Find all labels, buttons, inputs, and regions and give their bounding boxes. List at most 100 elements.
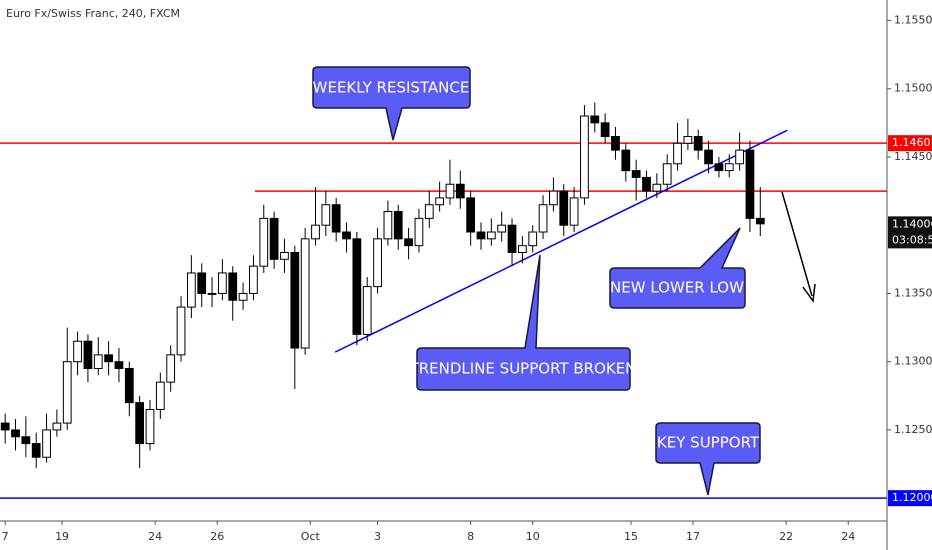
x-tick-label: 10 xyxy=(526,530,540,543)
chart-title: Euro Fx/Swiss Franc, 240, FXCM xyxy=(6,7,180,20)
x-tick-label: 8 xyxy=(467,530,474,543)
candle-body xyxy=(104,354,113,363)
candle-body xyxy=(414,217,424,247)
callout: WEEKLY RESISTANCE xyxy=(312,66,471,141)
candle-body xyxy=(642,176,651,192)
candle-body xyxy=(218,272,227,294)
candle-body xyxy=(673,142,682,165)
candle-body xyxy=(631,170,641,178)
candle-body xyxy=(538,204,548,233)
callout-text: KEY SUPPORT xyxy=(657,434,760,452)
candle-body xyxy=(135,402,145,445)
candle-body xyxy=(145,408,155,445)
candle-body xyxy=(21,436,31,445)
candle-body xyxy=(611,135,620,151)
trendline xyxy=(334,129,788,353)
candle-body xyxy=(704,149,713,165)
candle-body xyxy=(42,429,51,458)
candle-body xyxy=(528,231,538,247)
callout-text: TRENDLINE SUPPORT BROKEN xyxy=(409,360,637,378)
candle-body xyxy=(569,197,579,226)
candle-body xyxy=(62,361,72,424)
x-tick-label: 26 xyxy=(210,530,224,543)
candle-body xyxy=(497,224,507,233)
candle-body xyxy=(373,238,382,288)
candle-body xyxy=(321,204,331,226)
candle-body xyxy=(11,429,20,438)
x-tick-label: 24 xyxy=(841,530,855,543)
callout: KEY SUPPORT xyxy=(655,422,761,496)
candle-body xyxy=(466,197,476,233)
candle-body xyxy=(445,183,455,199)
candle-body xyxy=(424,204,434,219)
y-tick-label: 1.12500 xyxy=(894,423,932,436)
x-tick-label: 19 xyxy=(55,530,69,543)
x-tick-label: 24 xyxy=(148,530,162,543)
arrow xyxy=(781,191,816,304)
candle-body xyxy=(31,443,41,458)
plot xyxy=(0,102,887,499)
candle-body xyxy=(559,190,569,226)
candle-body xyxy=(590,115,600,124)
callout-text: NEW LOWER LOW xyxy=(610,279,744,297)
candle-body xyxy=(249,265,258,294)
candle-body xyxy=(600,122,610,137)
candle-body xyxy=(693,135,703,151)
candle-body xyxy=(362,286,372,335)
candle-body xyxy=(238,292,248,301)
callout-text: WEEKLY RESISTANCE xyxy=(313,79,470,97)
y-tick-label: 1.14500 xyxy=(894,150,932,163)
candle-body xyxy=(166,354,176,383)
candle-body xyxy=(435,197,444,206)
candle-body xyxy=(207,292,217,295)
x-tick-label: Oct xyxy=(301,530,321,543)
x-tick-label: 17 xyxy=(686,530,700,543)
candle-body xyxy=(93,354,103,370)
x-tick-label: 22 xyxy=(779,530,793,543)
candle-body xyxy=(735,149,744,165)
candle-body xyxy=(83,340,93,370)
candle-body xyxy=(186,272,196,308)
candle-body xyxy=(280,251,289,260)
callout: TRENDLINE SUPPORT BROKEN xyxy=(409,254,637,391)
candle-body xyxy=(549,190,558,206)
candle-body xyxy=(342,231,351,240)
candle-body xyxy=(724,163,734,172)
x-tick-label: 15 xyxy=(624,530,638,543)
candle-body xyxy=(507,224,517,253)
candle-body xyxy=(228,272,238,301)
candle-body xyxy=(683,135,693,144)
candle-body xyxy=(155,381,165,410)
candle-body xyxy=(486,231,496,240)
x-tick-label: 3 xyxy=(374,530,381,543)
y-tick-label: 1.15500 xyxy=(894,13,932,26)
candle-body xyxy=(73,340,82,363)
candle-body xyxy=(176,306,186,356)
candle-body xyxy=(331,204,341,233)
candle-body xyxy=(0,422,10,431)
candle-body xyxy=(269,217,279,260)
candle-body xyxy=(404,238,413,247)
candle-body xyxy=(652,183,662,192)
candle-body xyxy=(311,224,320,240)
y-tick-label: 1.15000 xyxy=(894,82,932,95)
candle-body xyxy=(662,163,672,185)
candle-body xyxy=(714,163,724,172)
x-tick-label: 7 xyxy=(2,530,9,543)
callout: NEW LOWER LOW xyxy=(609,227,746,309)
candle-body xyxy=(745,149,755,219)
candle-body xyxy=(755,217,765,225)
countdown-label: 03:08:55 xyxy=(892,233,932,246)
candle-body xyxy=(383,211,393,240)
price-label-box xyxy=(888,135,932,152)
candle-body xyxy=(476,231,486,240)
candle-body xyxy=(52,422,62,431)
candle-body xyxy=(580,115,589,199)
candle-body xyxy=(290,251,300,349)
last-price-label: 1.14006 xyxy=(892,217,932,230)
candle-body xyxy=(455,183,465,199)
candle-body xyxy=(259,217,269,267)
candle-body xyxy=(114,361,124,370)
